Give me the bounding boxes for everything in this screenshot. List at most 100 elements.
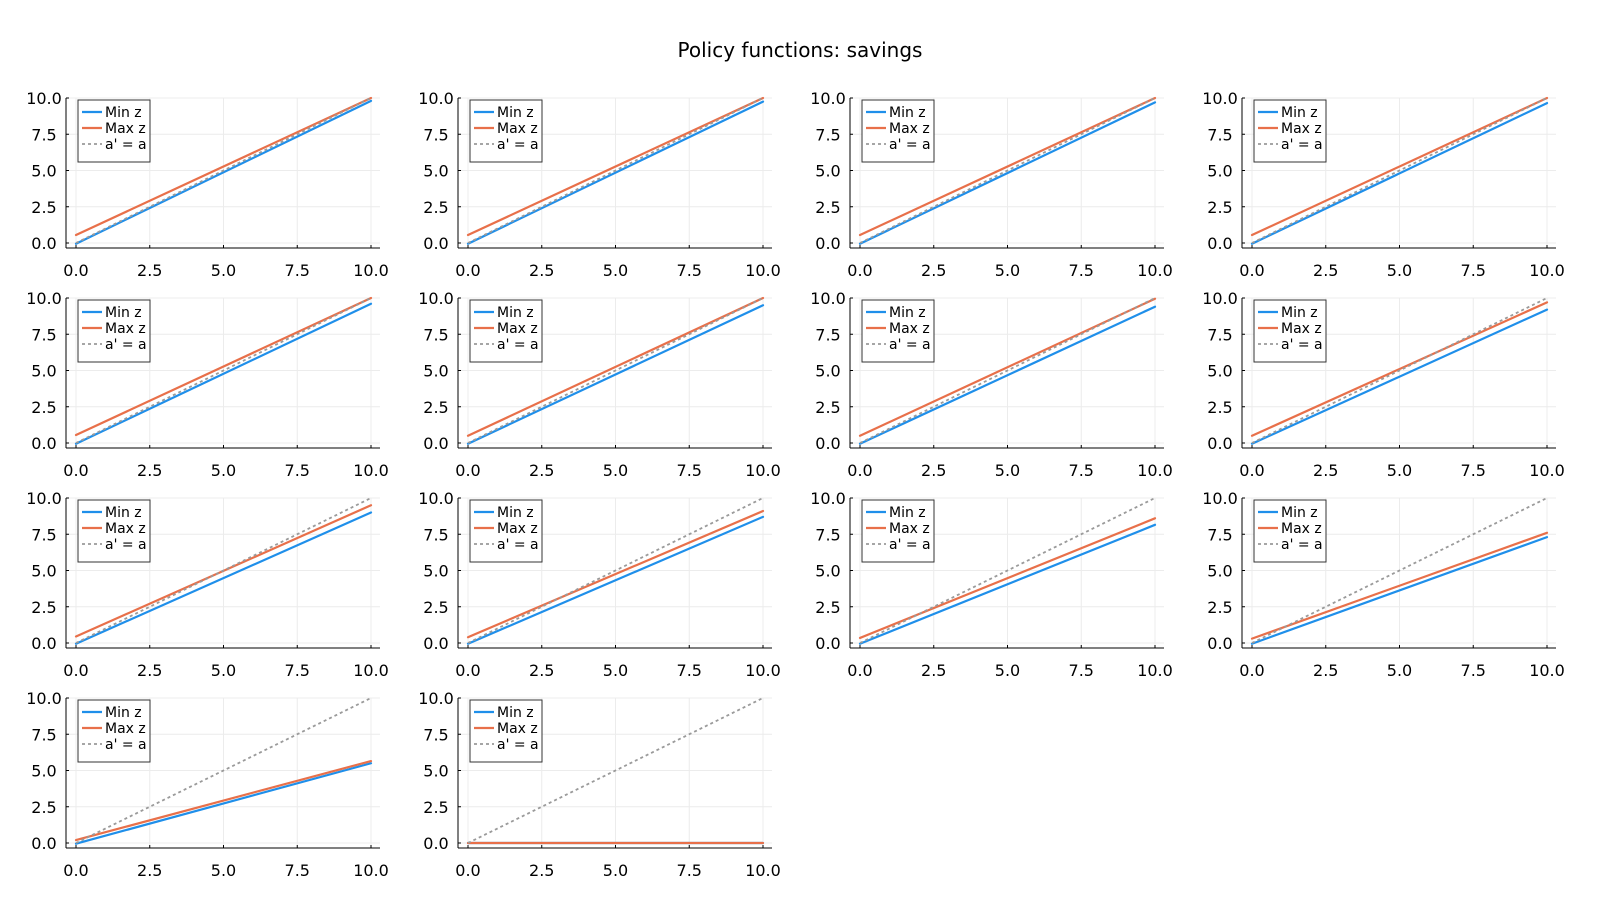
subplot-4: 0.0 2.5 5.0 7.5 10.0 0.0 2.5 5.0 7.5 10.0 Min zMax… xyxy=(1202,89,1565,280)
series-min-z xyxy=(1250,101,1549,245)
subplot-11: 0.0 2.5 5.0 7.5 10.0 0.0 2.5 5.0 7.5 10.0 Min zMax… xyxy=(810,489,1173,680)
y-tick-label: 5.0 xyxy=(1207,362,1232,381)
x-tick-label: 5.0 xyxy=(1387,461,1412,480)
series-diagonal xyxy=(859,297,1156,444)
series-diagonal xyxy=(467,97,764,244)
legend-label: Min z xyxy=(889,105,926,121)
y-tick-label: 2.5 xyxy=(31,398,56,417)
y-tick-label: 10.0 xyxy=(1202,289,1238,308)
y-tick-label: 10.0 xyxy=(810,89,846,108)
x-tick-label: 5.0 xyxy=(603,661,628,680)
legend-label: a' = a xyxy=(497,737,539,753)
legend-label: Max z xyxy=(1281,121,1322,137)
x-tick-label: 10.0 xyxy=(353,861,389,880)
series-diagonal xyxy=(859,97,1156,244)
series-diagonal xyxy=(467,497,764,644)
x-tick-label: 0.0 xyxy=(63,261,88,280)
legend-label: Min z xyxy=(105,305,142,321)
y-tick-label: 7.5 xyxy=(1207,125,1232,144)
y-tick-label: 5.0 xyxy=(1207,562,1232,581)
x-tick-label: 10.0 xyxy=(1137,461,1173,480)
x-tick-label: 2.5 xyxy=(529,861,554,880)
x-tick-label: 7.5 xyxy=(1461,661,1486,680)
legend-label: Min z xyxy=(105,105,142,121)
y-tick-label: 2.5 xyxy=(815,598,840,617)
series-max-z xyxy=(858,96,1157,237)
x-tick-label: 0.0 xyxy=(455,861,480,880)
legend-label: a' = a xyxy=(105,337,147,353)
y-tick-label: 2.5 xyxy=(31,198,56,217)
x-tick-label: 7.5 xyxy=(285,861,310,880)
subplot-10: 0.0 2.5 5.0 7.5 10.0 0.0 2.5 5.0 7.5 10.0 Min zMax… xyxy=(418,489,781,680)
y-tick-label: 5.0 xyxy=(1207,162,1232,181)
subplot-13: 0.0 2.5 5.0 7.5 10.0 0.0 2.5 5.0 7.5 10.0 Min zMax… xyxy=(26,689,389,880)
legend-box xyxy=(77,499,151,563)
x-tick-label: 5.0 xyxy=(211,261,236,280)
series-min-z xyxy=(1250,536,1549,645)
legend-label: a' = a xyxy=(105,737,147,753)
x-tick-label: 10.0 xyxy=(745,861,781,880)
legend-label: Min z xyxy=(105,505,142,521)
x-tick-label: 7.5 xyxy=(677,261,702,280)
x-tick-label: 2.5 xyxy=(1313,461,1338,480)
y-tick-label: 2.5 xyxy=(423,598,448,617)
series-min-z xyxy=(74,302,373,445)
legend-label: Min z xyxy=(1281,105,1318,121)
y-tick-label: 10.0 xyxy=(1202,89,1238,108)
x-tick-label: 7.5 xyxy=(677,461,702,480)
x-tick-label: 7.5 xyxy=(1461,461,1486,480)
x-tick-label: 5.0 xyxy=(211,461,236,480)
x-tick-label: 0.0 xyxy=(847,661,872,680)
y-tick-label: 7.5 xyxy=(31,725,56,744)
subplot-9: 0.0 2.5 5.0 7.5 10.0 0.0 2.5 5.0 7.5 10.0 Min zMax… xyxy=(26,489,389,680)
legend-label: a' = a xyxy=(889,537,931,553)
y-tick-label: 5.0 xyxy=(423,562,448,581)
series-min-z xyxy=(74,762,373,845)
x-tick-label: 0.0 xyxy=(847,261,872,280)
x-tick-label: 0.0 xyxy=(1239,661,1264,680)
x-tick-label: 10.0 xyxy=(745,261,781,280)
x-tick-label: 10.0 xyxy=(353,261,389,280)
x-tick-label: 7.5 xyxy=(285,661,310,680)
y-tick-label: 10.0 xyxy=(1202,489,1238,508)
legend-label: a' = a xyxy=(497,137,539,153)
y-tick-label: 0.0 xyxy=(815,234,840,253)
series-min-z xyxy=(466,304,765,445)
legend-box xyxy=(1253,299,1327,363)
legend-label: Max z xyxy=(105,721,146,737)
y-tick-label: 0.0 xyxy=(423,434,448,453)
x-tick-label: 10.0 xyxy=(745,461,781,480)
series-max-z xyxy=(466,96,765,237)
y-tick-label: 2.5 xyxy=(1207,198,1232,217)
y-tick-label: 10.0 xyxy=(810,289,846,308)
x-tick-label: 2.5 xyxy=(137,861,162,880)
legend-box xyxy=(1253,499,1327,563)
series-min-z xyxy=(74,99,373,245)
legend-label: a' = a xyxy=(497,537,539,553)
legend-box xyxy=(861,99,935,163)
y-tick-label: 7.5 xyxy=(423,525,448,544)
legend-label: Max z xyxy=(105,321,146,337)
y-tick-label: 0.0 xyxy=(31,634,56,653)
x-tick-label: 0.0 xyxy=(1239,461,1264,480)
legend-label: Max z xyxy=(889,121,930,137)
x-tick-label: 5.0 xyxy=(603,461,628,480)
y-tick-label: 7.5 xyxy=(423,125,448,144)
series-max-z xyxy=(466,296,765,437)
series-max-z xyxy=(858,297,1157,437)
x-tick-label: 7.5 xyxy=(1069,661,1094,680)
legend-label: Max z xyxy=(497,321,538,337)
x-tick-label: 7.5 xyxy=(1069,461,1094,480)
x-tick-label: 7.5 xyxy=(285,261,310,280)
legend-label: a' = a xyxy=(105,537,147,553)
series-min-z xyxy=(74,511,373,645)
x-tick-label: 0.0 xyxy=(1239,261,1264,280)
x-tick-label: 0.0 xyxy=(63,861,88,880)
legend-label: Max z xyxy=(497,121,538,137)
series-diagonal xyxy=(859,497,1156,644)
y-tick-label: 0.0 xyxy=(815,634,840,653)
x-tick-label: 5.0 xyxy=(995,261,1020,280)
y-tick-label: 0.0 xyxy=(423,834,448,853)
y-tick-label: 5.0 xyxy=(31,562,56,581)
